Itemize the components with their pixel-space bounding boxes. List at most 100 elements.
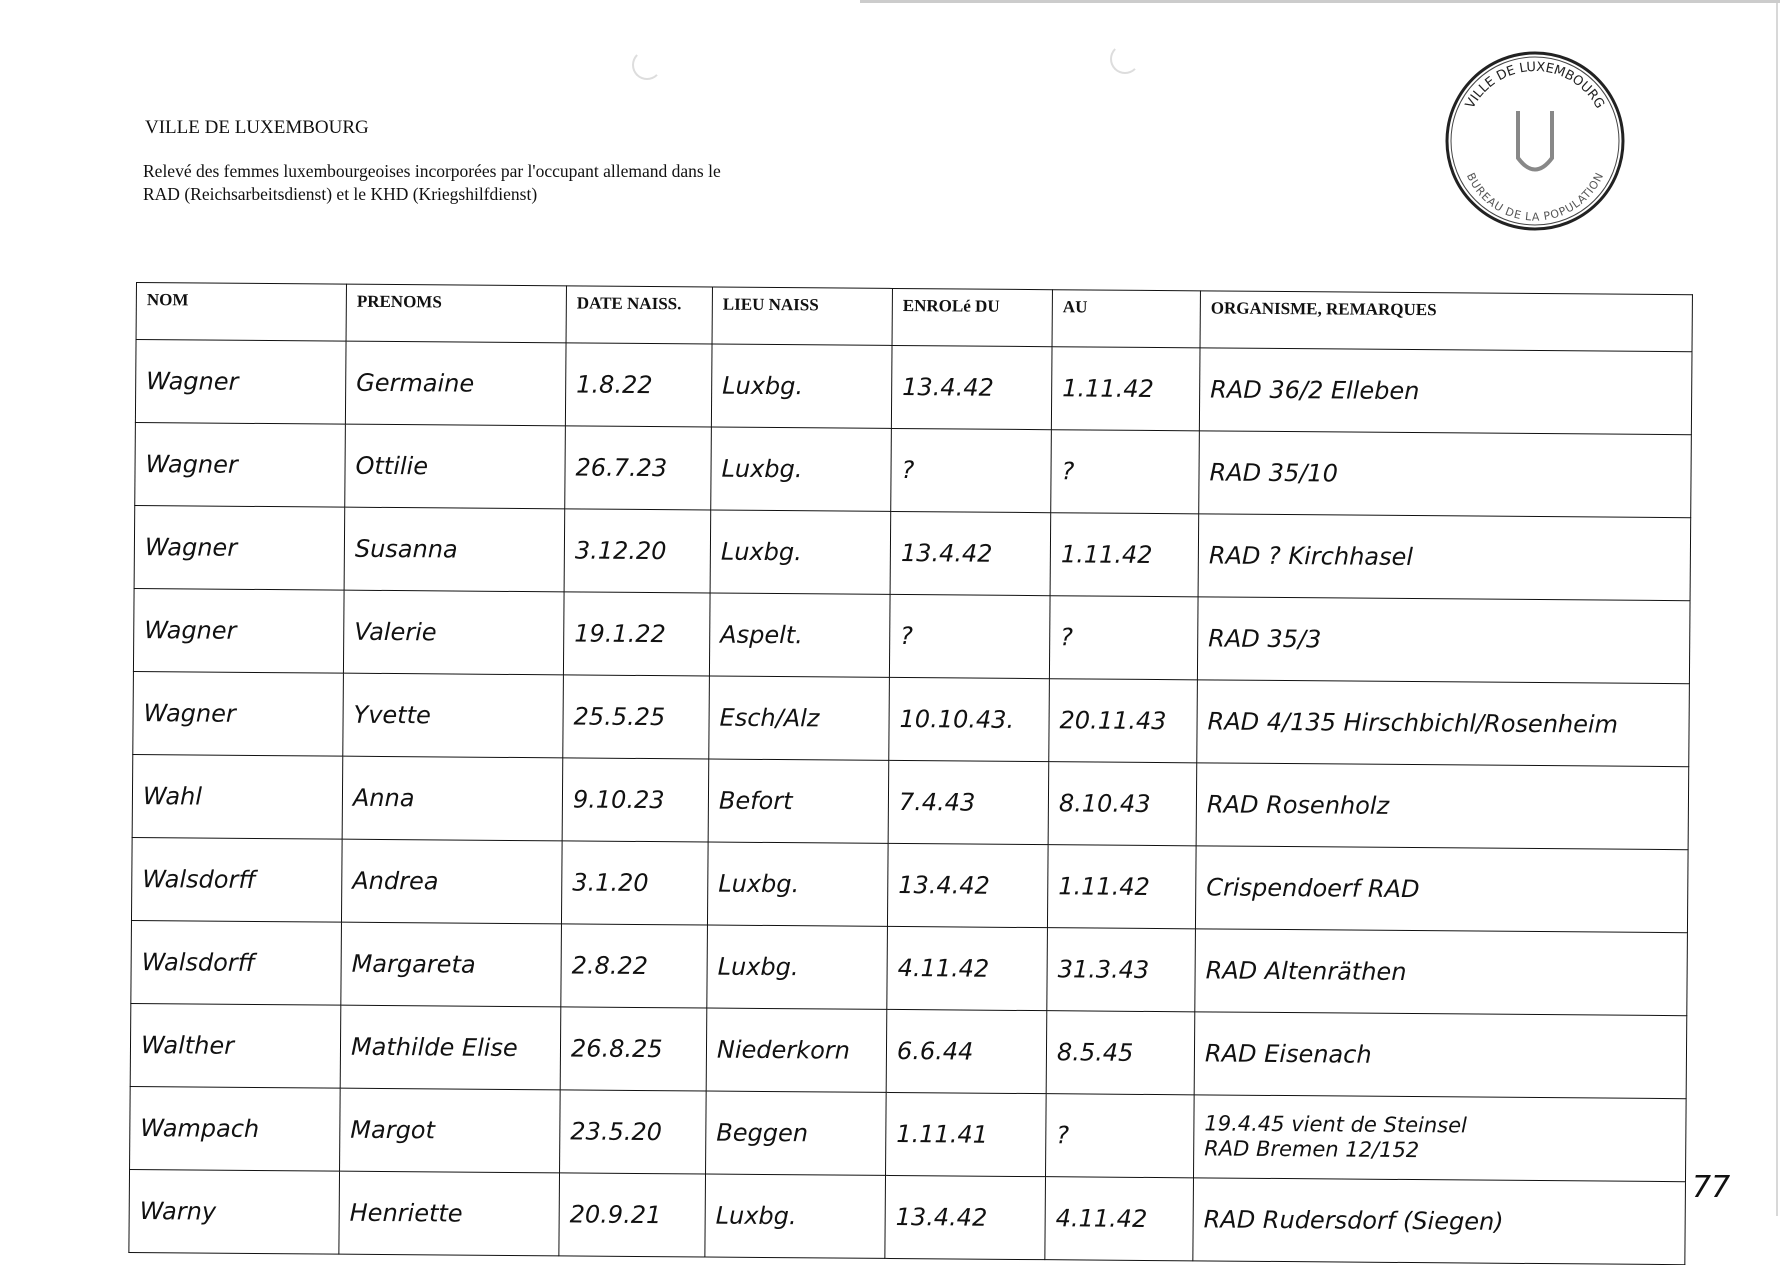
cell-au: 31.3.43 [1046,927,1196,1012]
cell-nom: Walther [130,1003,341,1089]
cell-enrole-du: 13.4.42 [884,1175,1046,1260]
table-row: Wagner Yvette 25.5.25 Esch/Alz 10.10.43. 20.1… [132,671,1690,767]
cell-nom: Wahl [132,754,343,840]
column-header-prenoms: PRENOMS [346,284,567,343]
cell-enrole-du: ? [890,428,1052,513]
table-row: Wahl Anna 9.10.23 Befort 7.4.43 8.10.43 RAD Ro… [132,754,1689,850]
svg-text:BUREAU DE LA POPULATION: BUREAU DE LA POPULATION [1464,171,1606,224]
cell-date-naiss: 3.12.20 [564,508,711,594]
cell-date-naiss: 26.8.25 [560,1006,707,1092]
description-line: Relevé des femmes luxembourgeoises incor… [143,161,721,181]
cell-date-naiss: 3.1.20 [561,840,709,926]
cell-au: 1.11.42 [1047,844,1197,929]
cell-prenoms: Andrea [341,839,563,924]
cell-nom: Wagner [134,422,346,508]
official-stamp: VILLE DE LUXEMBOURG BUREAU DE LA POPULAT… [1445,51,1625,231]
table-row: Wagner Susanna 3.12.20 Luxbg. 13.4.42 1.11.42… [134,505,1691,601]
cell-date-naiss: 23.5.20 [559,1089,707,1175]
cell-lieu-naiss: Luxbg. [710,510,891,595]
column-header-label: DATE NAISS. [576,293,682,314]
table-row: Walsdorff Margareta 2.8.22 Luxbg. 4.11.42 31.… [130,920,1688,1016]
punch-hole-mark [1110,44,1140,74]
cell-au: ? [1045,1093,1195,1178]
cell-date-naiss: 26.7.23 [564,425,712,511]
table-row: Walther Mathilde Elise 26.8.25 Niederkorn 6.… [130,1003,1687,1099]
cell-prenoms: Anna [342,756,563,841]
column-header-lieu-naiss: LIEU NAISS [712,287,893,346]
cell-au: ? [1050,429,1200,514]
cell-date-naiss: 19.1.22 [563,591,711,677]
cell-prenoms: Henriette [338,1171,560,1256]
punch-hole-mark [632,50,662,80]
cell-nom: Wagner [132,671,344,757]
scan-top-edge [860,0,1780,3]
page-number: 77 [1692,1170,1731,1205]
cell-au: 1.11.42 [1051,346,1201,431]
cell-organisme-remarques: Crispendoerf RAD [1195,845,1689,933]
table-row: Walsdorff Andrea 3.1.20 Luxbg. 13.4.42 1.11.4… [131,837,1689,933]
column-header-enrole-du: ENROLé DU [892,288,1053,347]
table-row: Wampach Margot 23.5.20 Beggen 1.11.41? 19.4.4… [129,1086,1687,1182]
cell-nom: Walsdorff [130,920,342,1006]
scan-edge [1776,0,1778,1216]
cell-organisme-remarques: RAD Rosenholz [1196,762,1689,850]
document-description: Relevé des femmes luxembourgeoises incor… [143,160,903,206]
cell-organisme-remarques: RAD Eisenach [1194,1011,1687,1099]
cell-prenoms: Susanna [344,507,565,592]
cell-enrole-du: 1.11.41 [885,1092,1047,1177]
cell-enrole-du: 13.4.42 [887,843,1049,928]
cell-au: ? [1049,595,1199,680]
cell-organisme-remarques: RAD Rudersdorf (Siegen) [1192,1177,1686,1265]
cell-nom: Wagner [133,588,345,674]
cell-enrole-du: 10.10.43. [888,677,1050,762]
cell-lieu-naiss: Befort [708,759,889,844]
cell-date-naiss: 20.9.21 [558,1172,706,1257]
cell-nom: Walsdorff [131,837,343,923]
column-header-organisme: ORGANISME, REMARQUES [1200,290,1693,352]
table-row: Warny Henriette 20.9.21 Luxbg. 13.4.42 4.11.4… [128,1169,1686,1265]
cell-prenoms: Germaine [345,341,567,426]
cell-nom: Warny [128,1169,340,1255]
cell-organisme-remarques: RAD 36/2 Elleben [1199,347,1693,435]
cell-organisme-remarques: RAD ? Kirchhasel [1198,513,1691,601]
records-table: NOM PRENOMS DATE NAISS. LIEU NAISS ENROL… [128,282,1693,1265]
cell-lieu-naiss: Luxbg. [706,925,888,1010]
cell-au: 4.11.42 [1044,1176,1194,1261]
cell-au: 8.10.43 [1048,761,1197,846]
cell-au: 8.5.45 [1046,1010,1195,1095]
document-city-heading: VILLE DE LUXEMBOURG [145,117,369,138]
cell-lieu-naiss: Luxbg. [710,427,892,512]
cell-date-naiss: 9.10.23 [562,757,709,843]
cell-enrole-du: ? [889,594,1051,679]
cell-enrole-du: 6.6.44 [886,1009,1047,1094]
column-header-date-naiss: DATE NAISS. [566,285,713,345]
cell-date-naiss: 2.8.22 [560,923,708,1009]
cell-date-naiss: 25.5.25 [562,674,710,760]
cell-organisme-remarques: RAD 35/10 [1198,430,1692,518]
cell-nom: Wagner [134,505,345,591]
cell-prenoms: Margot [339,1088,561,1173]
cell-organisme-remarques: RAD 35/3 [1197,596,1691,684]
cell-date-naiss: 1.8.22 [565,342,713,428]
cell-prenoms: Yvette [342,673,564,758]
cell-lieu-naiss: Luxbg. [711,344,893,429]
cell-lieu-naiss: Esch/Alz [708,676,890,761]
table-row: Wagner Valerie 19.1.22 Aspelt.?? RAD 35/3 [133,588,1691,684]
cell-prenoms: Valerie [343,590,565,675]
cell-au: 20.11.43 [1048,678,1198,763]
cell-lieu-naiss: Niederkorn [706,1008,887,1093]
cell-au: 1.11.42 [1050,512,1199,597]
cell-lieu-naiss: Beggen [705,1091,887,1176]
cell-lieu-naiss: Luxbg. [704,1174,886,1259]
cell-lieu-naiss: Luxbg. [707,842,889,927]
cell-enrole-du: 13.4.42 [890,511,1051,596]
table-row: Wagner Ottilie 26.7.23 Luxbg.?? RAD 35/10 [134,422,1692,518]
cell-enrole-du: 7.4.43 [888,760,1049,845]
column-header-nom: NOM [136,282,347,342]
cell-prenoms: Ottilie [344,424,566,509]
cell-enrole-du: 13.4.42 [891,345,1053,430]
column-header-au: AU [1052,289,1201,348]
cell-prenoms: Margareta [340,922,562,1007]
cell-prenoms: Mathilde Elise [340,1005,561,1090]
cell-organisme-remarques: RAD Altenräthen [1194,928,1688,1016]
